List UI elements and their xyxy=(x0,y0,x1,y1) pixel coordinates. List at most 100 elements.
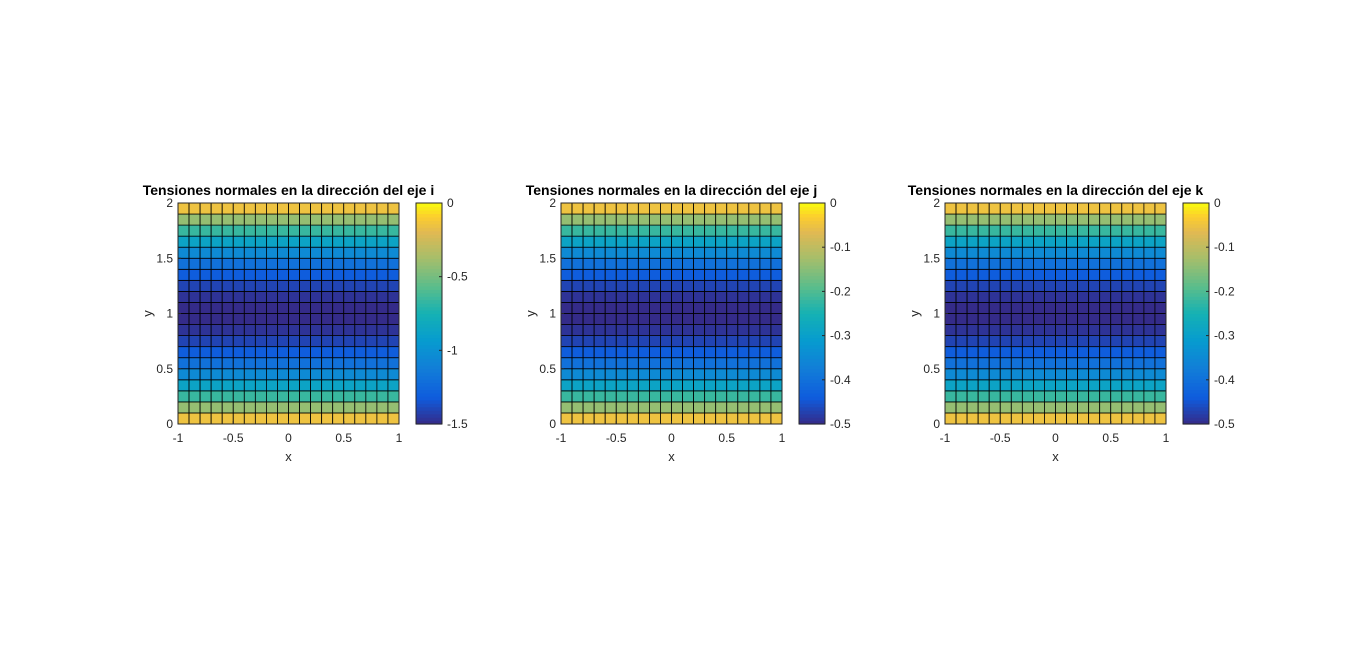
heatmap-cell xyxy=(1010,401,1023,414)
heatmap-cell xyxy=(332,246,345,259)
heatmap-cell xyxy=(560,290,573,303)
heatmap-cell xyxy=(649,224,661,237)
heatmap-cell xyxy=(354,268,367,281)
heatmap-cell xyxy=(199,279,212,292)
heatmap-cell xyxy=(1121,290,1134,303)
heatmap-cell xyxy=(637,246,650,259)
colorbar-tick-label: 0 xyxy=(447,196,454,210)
heatmap-cell xyxy=(582,368,595,381)
heatmap-cell xyxy=(615,235,628,248)
heatmap-cell xyxy=(299,279,311,292)
heatmap-cell xyxy=(1121,390,1134,403)
heatmap-cell xyxy=(726,390,739,403)
heatmap-cell xyxy=(288,401,300,414)
heatmap-cell xyxy=(177,412,190,425)
heatmap-cell xyxy=(354,246,367,259)
heatmap-cell xyxy=(671,224,683,237)
heatmap-cell xyxy=(232,401,245,414)
heatmap-cell xyxy=(955,235,968,248)
heatmap-cell xyxy=(999,213,1012,226)
heatmap-cell xyxy=(288,235,300,248)
heatmap-cell xyxy=(188,324,201,336)
heatmap-cell xyxy=(748,235,761,248)
heatmap-cell xyxy=(988,257,1001,270)
heatmap-cell xyxy=(955,268,968,281)
heatmap-cell xyxy=(277,268,289,281)
heatmap-cell xyxy=(321,412,334,425)
heatmap-cell xyxy=(332,368,345,381)
colorbar-segment xyxy=(799,316,825,321)
heatmap-cell xyxy=(726,279,739,292)
colorbar-segment xyxy=(799,410,825,415)
y-tick-label: 2 xyxy=(933,196,940,210)
heatmap-cell xyxy=(660,357,672,370)
x-tick-label: 0.5 xyxy=(1102,431,1119,445)
heatmap-cell xyxy=(988,324,1001,336)
heatmap-cell xyxy=(1021,313,1034,325)
heatmap-cell xyxy=(1088,213,1101,226)
heatmap-cell xyxy=(354,213,367,226)
heatmap-cell xyxy=(243,368,256,381)
heatmap-cell xyxy=(332,390,345,403)
heatmap-cell xyxy=(1077,290,1090,303)
heatmap-cell xyxy=(332,257,345,270)
heatmap-cell xyxy=(343,379,356,392)
heatmap-cell xyxy=(1055,357,1067,370)
heatmap-cell xyxy=(1143,302,1156,314)
heatmap-cell xyxy=(232,368,245,381)
heatmap-cell xyxy=(310,246,323,259)
heatmap-cell xyxy=(1154,202,1167,215)
heatmap-cell xyxy=(1044,401,1056,414)
heatmap-cell xyxy=(210,202,223,215)
heatmap-cell xyxy=(1010,368,1023,381)
heatmap-cell xyxy=(649,235,661,248)
heatmap-cell xyxy=(288,379,300,392)
heatmap-cell xyxy=(199,213,212,226)
heatmap-cell xyxy=(660,324,672,336)
heatmap-cell xyxy=(704,313,717,325)
heatmap-cell xyxy=(944,302,957,314)
heatmap-cell xyxy=(770,313,783,325)
heatmap-cell xyxy=(704,235,717,248)
heatmap-cell xyxy=(1088,257,1101,270)
heatmap-cell xyxy=(582,412,595,425)
heatmap-cell xyxy=(265,268,278,281)
heatmap-cell xyxy=(571,302,584,314)
heatmap-cell xyxy=(1110,268,1123,281)
heatmap-cell xyxy=(1088,313,1101,325)
heatmap-cell xyxy=(637,257,650,270)
colorbar-frame xyxy=(798,202,826,425)
colorbar-segment xyxy=(799,289,825,294)
heatmap-cell xyxy=(977,313,990,325)
heatmap-cell xyxy=(1066,268,1079,281)
heatmap-cell xyxy=(770,335,783,348)
heatmap-cell xyxy=(1110,224,1123,237)
heatmap-cell xyxy=(704,302,717,314)
heatmap-cell xyxy=(210,235,223,248)
heatmap-cell xyxy=(737,390,750,403)
heatmap-cell xyxy=(1110,202,1123,215)
heatmap-cell xyxy=(1110,313,1123,325)
heatmap-cell xyxy=(1010,324,1023,336)
colorbar-segment xyxy=(416,230,442,235)
heatmap-cell xyxy=(1033,213,1045,226)
heatmap-cell xyxy=(1010,202,1023,215)
colorbar-segment xyxy=(416,403,442,408)
heatmap-cell xyxy=(1066,390,1079,403)
heatmap-cell xyxy=(955,290,968,303)
heatmap-cell xyxy=(1099,246,1112,259)
heatmap-cell xyxy=(999,279,1012,292)
heatmap-cell xyxy=(759,357,772,370)
colorbar-segment xyxy=(1183,403,1209,408)
heatmap-cell xyxy=(571,335,584,348)
heatmap-cell xyxy=(1077,213,1090,226)
heatmap-cell xyxy=(1132,412,1145,425)
heatmap-cell xyxy=(221,368,234,381)
heatmap-cell xyxy=(649,412,661,425)
heatmap-cell xyxy=(988,246,1001,259)
heatmap-cell xyxy=(582,224,595,237)
heatmap-cell xyxy=(188,290,201,303)
heatmap-cell xyxy=(671,313,683,325)
colorbar-segment xyxy=(799,282,825,287)
heatmap-cell xyxy=(1143,313,1156,325)
